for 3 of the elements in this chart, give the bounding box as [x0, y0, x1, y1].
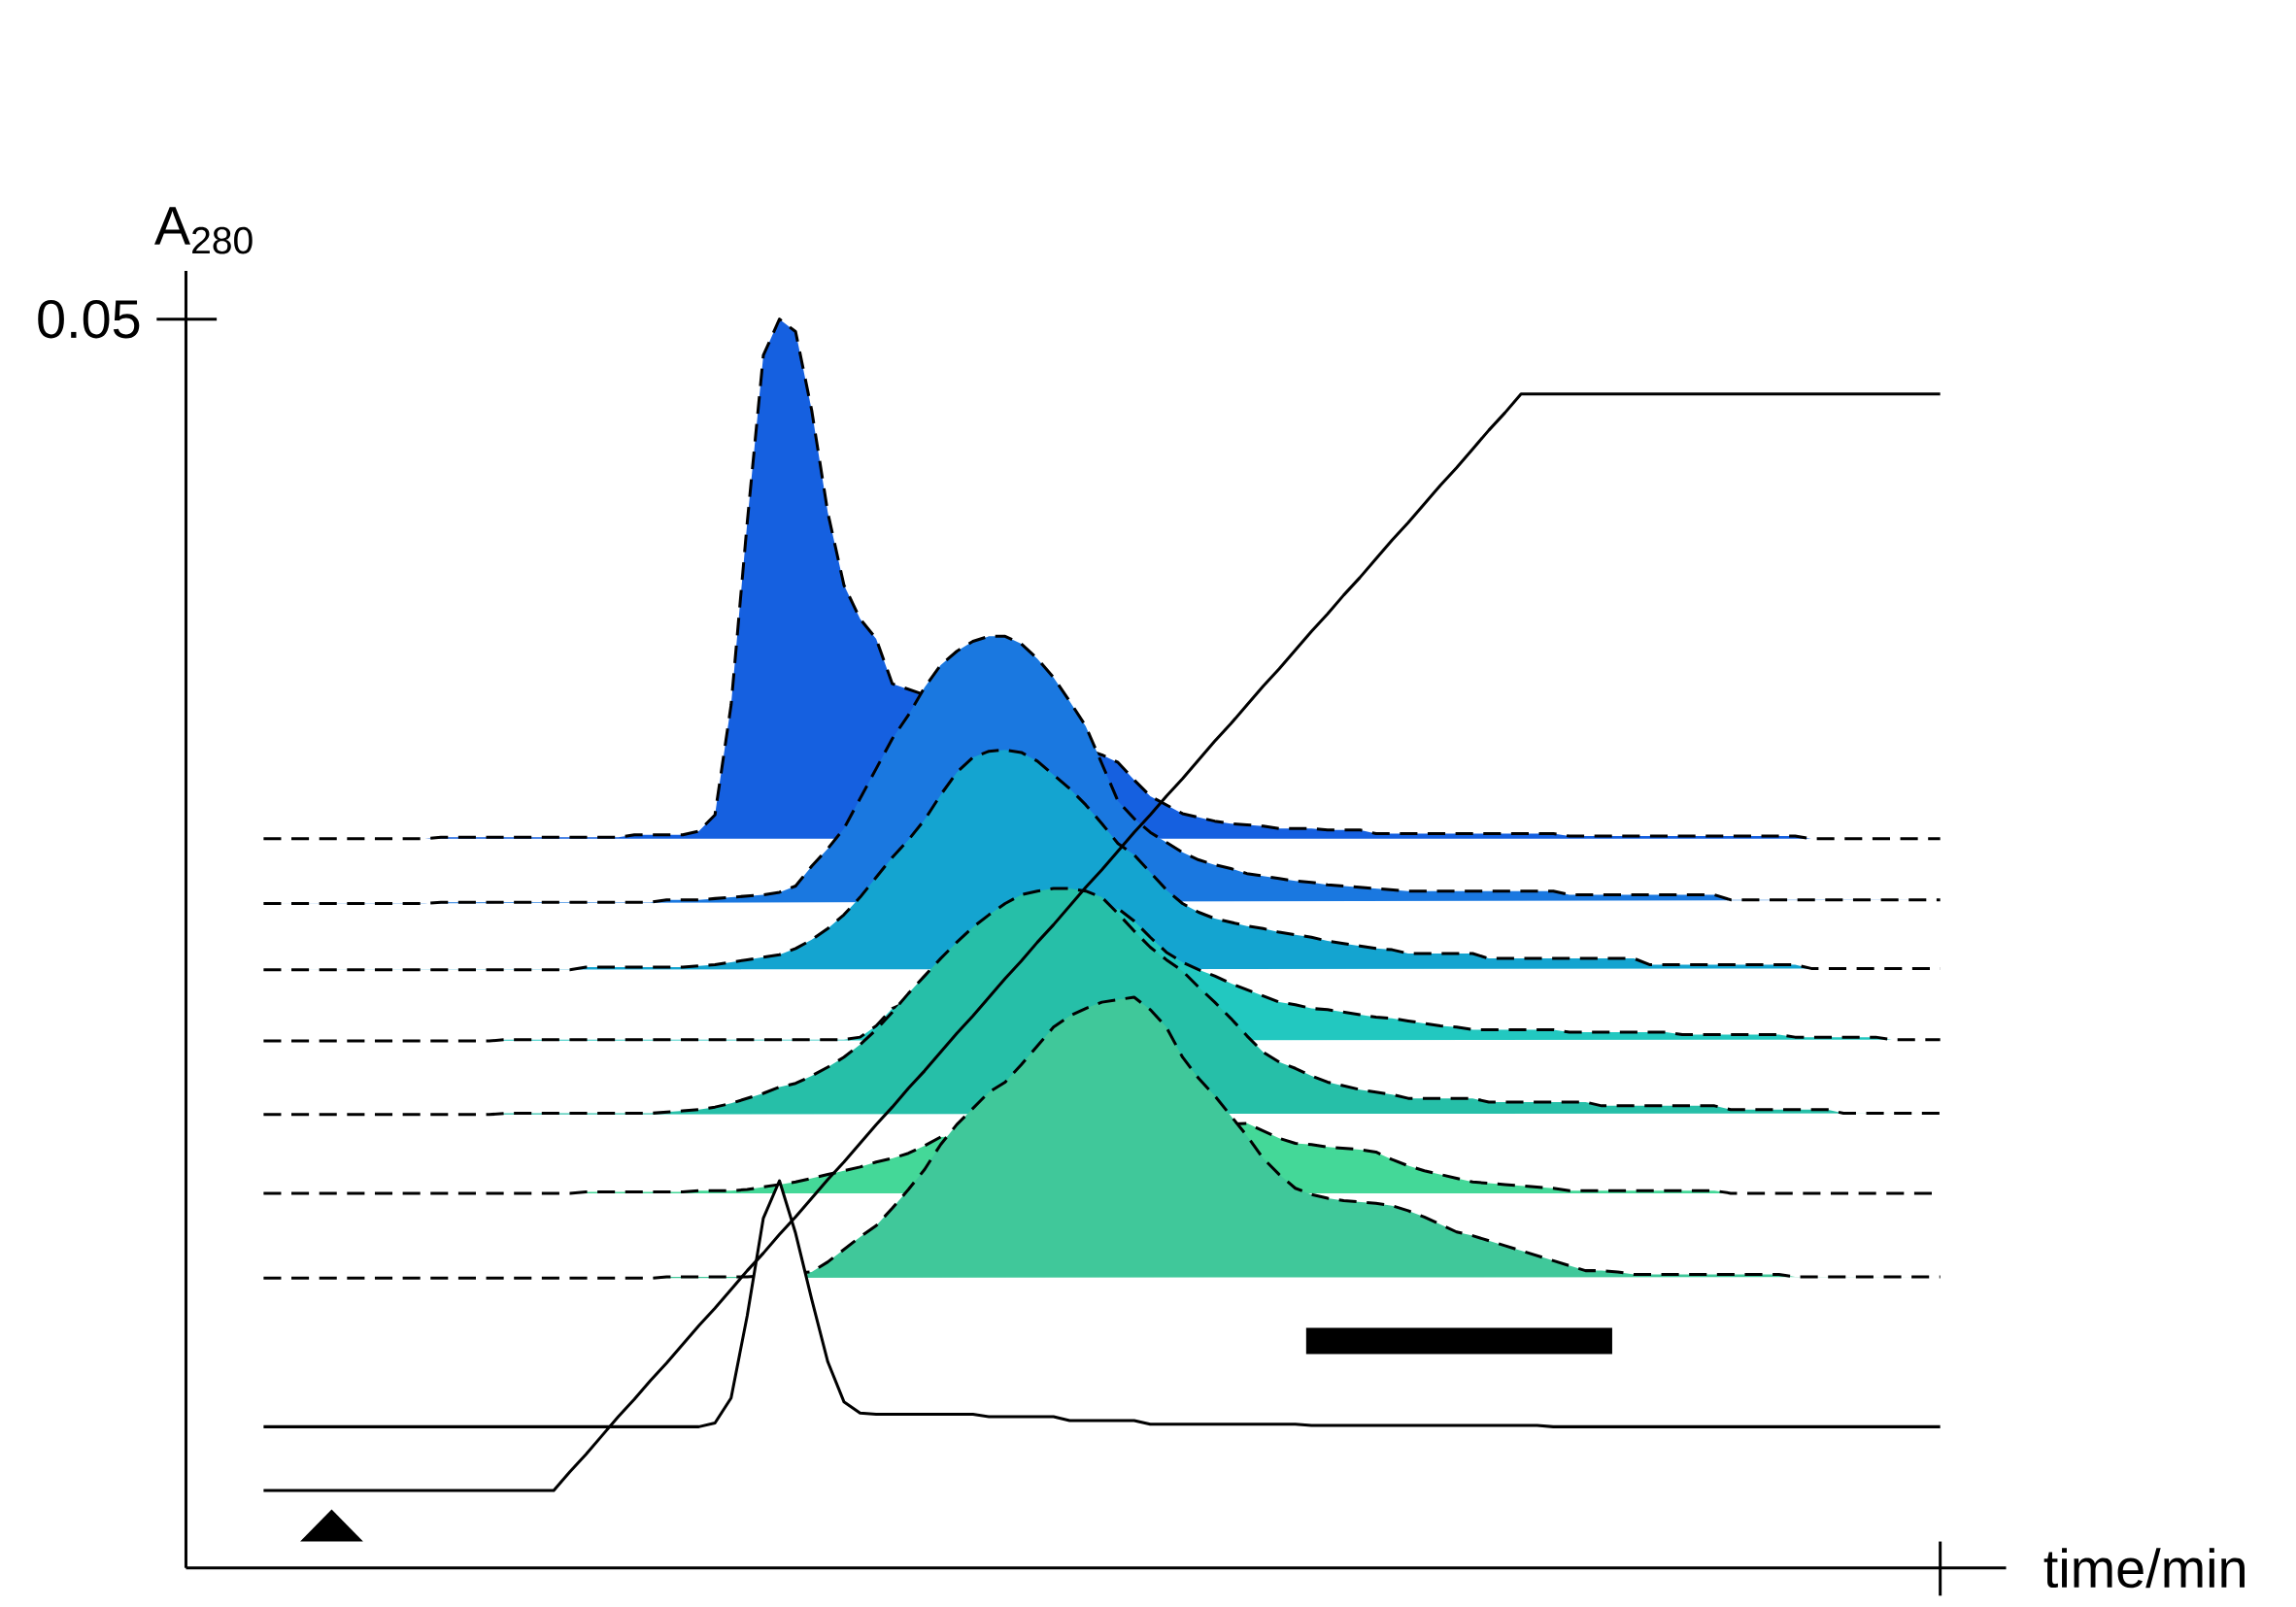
x-axis-title: time/min [2043, 1548, 2245, 1588]
y-axis-title: A$_{280}$ [154, 207, 253, 254]
text: 0.05 [38, 299, 140, 339]
